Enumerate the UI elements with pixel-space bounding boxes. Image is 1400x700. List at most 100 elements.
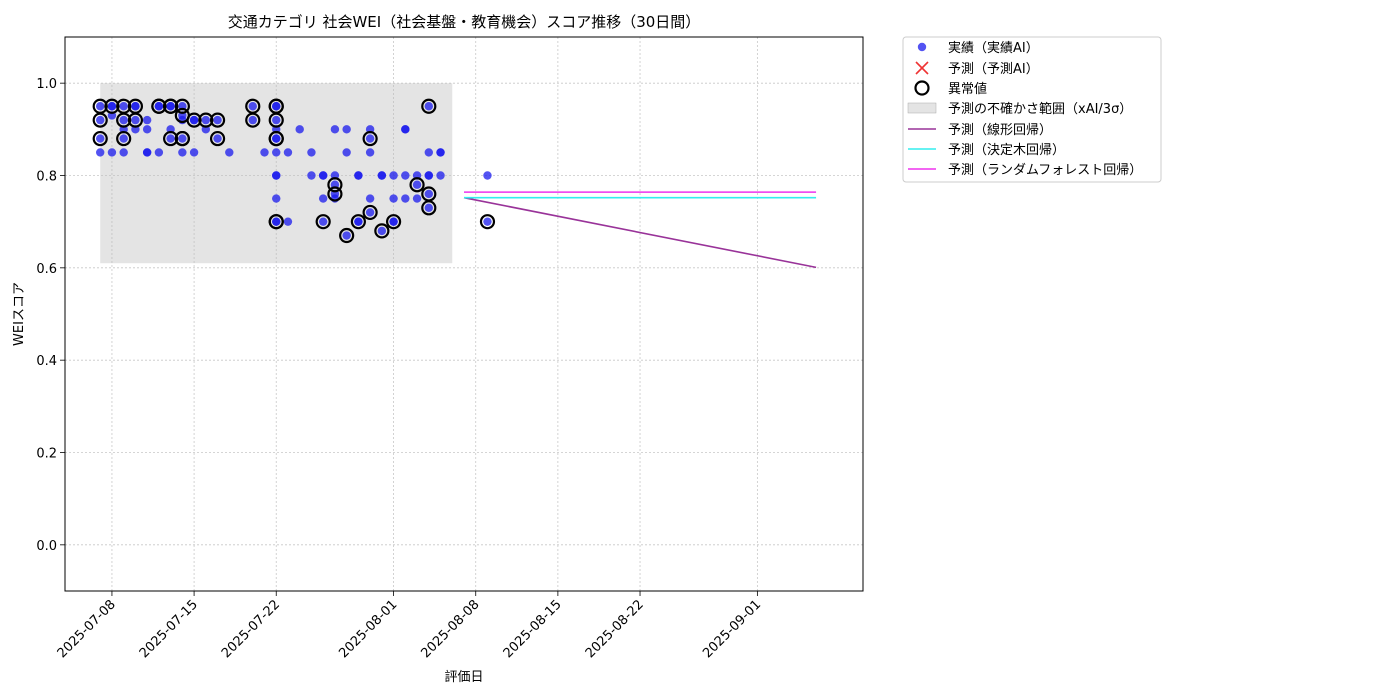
actual-point (401, 194, 410, 203)
y-tick-label: 0.6 (36, 262, 57, 277)
actual-point (119, 134, 128, 143)
actual-point (365, 148, 375, 157)
actual-point (365, 208, 375, 217)
anomaly-marker (362, 130, 378, 147)
x-tick-label: 2025-07-15 (137, 597, 201, 661)
anomaly-marker (174, 130, 190, 147)
y-axis-label: WEIスコア (12, 282, 27, 346)
actual-point (213, 115, 222, 125)
actual-point (154, 148, 164, 157)
legend-entry-label: 実績（実績AI） (948, 40, 1039, 56)
anomaly-marker (104, 98, 120, 114)
actual-point (318, 217, 328, 226)
y-tick-label: 0.8 (36, 170, 57, 185)
actual-point (424, 189, 433, 199)
actual-point (342, 231, 351, 240)
actual-point (107, 102, 117, 111)
plot-frame (64, 36, 864, 592)
actual-point (142, 148, 152, 157)
actual-point (354, 217, 363, 226)
actual-point (330, 125, 340, 134)
anomaly-marker (374, 223, 390, 239)
anomaly-marker (116, 98, 132, 114)
actual-point (424, 148, 433, 157)
actual-point (166, 134, 175, 143)
actual-point (436, 148, 445, 157)
x-tick-label: 2025-07-22 (219, 597, 283, 661)
actual-point (401, 171, 410, 180)
anomaly-marker (421, 200, 437, 216)
x-tick-label: 2025-09-01 (700, 597, 764, 661)
anomaly-marker (409, 177, 425, 193)
actual-point (96, 134, 105, 143)
actual-point (178, 134, 187, 143)
anomaly-marker (151, 98, 167, 114)
actual-point (272, 134, 281, 143)
actual-point (154, 102, 164, 111)
actual-point (260, 148, 269, 157)
actual-point (189, 115, 199, 125)
anomaly-marker (174, 98, 190, 114)
actual-point (142, 115, 152, 125)
actual-point (119, 148, 128, 157)
y-tick-label: 1.0 (36, 77, 57, 92)
actual-point (131, 115, 140, 125)
actual-point (96, 115, 105, 125)
actual-point (131, 102, 140, 111)
actual-point (119, 115, 128, 125)
actual-point (389, 171, 398, 180)
legend-entry-label: 予測の不確かさ範囲（xAI/3σ） (948, 101, 1132, 117)
actual-point (142, 125, 152, 134)
actual-point (307, 171, 316, 180)
actual-point (272, 115, 281, 125)
actual-point (412, 180, 422, 189)
anomaly-marker (315, 214, 331, 230)
anomaly-marker (327, 177, 343, 193)
actual-point (365, 134, 375, 143)
legend-predicted-icon (915, 61, 929, 75)
anomaly-marker (186, 112, 202, 128)
actual-point (424, 171, 433, 180)
actual-point (295, 125, 304, 134)
actual-point (96, 148, 105, 157)
actual-point (424, 203, 433, 213)
actual-point (272, 171, 281, 180)
anomaly-marker (339, 227, 355, 244)
actual-point (318, 171, 328, 180)
actual-point (201, 115, 211, 125)
actual-point (272, 102, 281, 111)
anomaly-marker (268, 98, 284, 114)
anomaly-marker (421, 98, 437, 114)
legend-band-icon (907, 102, 937, 114)
actual-point (283, 217, 293, 226)
x-axis-label: 評価日 (444, 670, 483, 685)
actual-point (342, 125, 351, 134)
anomaly-marker (127, 112, 144, 128)
forecast-line (463, 196, 817, 269)
actual-point (342, 148, 351, 157)
actual-point (412, 194, 422, 203)
anomaly-marker (245, 112, 261, 128)
anomaly-marker (92, 98, 108, 114)
legend-entry-label: 予測（予測AI） (948, 62, 1039, 77)
y-tick-label: 0.2 (36, 447, 57, 462)
actual-point (248, 115, 257, 125)
legend-actual-icon (917, 42, 927, 52)
plot-area: 2025-07-08 2025-07-15 2025-07-22 2025-08-01… (36, 36, 864, 661)
actual-point (389, 194, 398, 203)
anomaly-marker (209, 112, 226, 128)
actual-point (424, 102, 433, 111)
anomaly-marker (92, 130, 108, 147)
actual-point (96, 102, 105, 111)
actual-point (483, 217, 492, 226)
actual-point (272, 148, 281, 157)
anomaly-marker (268, 130, 284, 147)
y-tick-label: 0.0 (36, 539, 57, 554)
actual-point (119, 102, 128, 111)
anomaly-marker (163, 98, 179, 114)
x-tick-label: 2025-08-15 (501, 597, 565, 661)
x-tick-label: 2025-07-08 (55, 597, 119, 661)
actual-point (272, 194, 281, 203)
